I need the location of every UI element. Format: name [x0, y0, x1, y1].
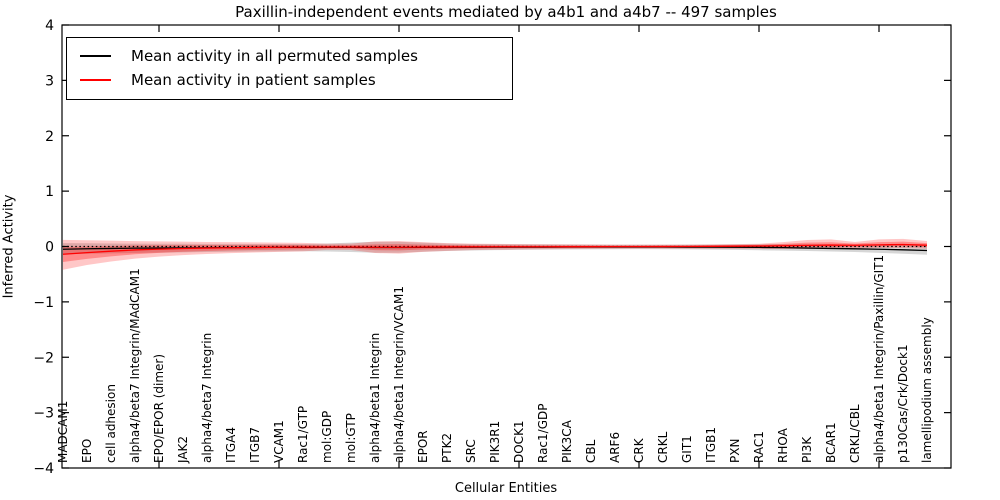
x-category-label: mol:GTP — [344, 413, 358, 463]
x-category-label: alpha4/beta1 Integrin/VCAM1 — [392, 286, 406, 463]
x-category-label: CRK — [632, 437, 646, 463]
legend-label-permuted: Mean activity in all permuted samples — [131, 47, 418, 65]
x-category-label: GIT1 — [680, 435, 694, 463]
patient-line-swatch — [80, 79, 111, 81]
y-tick-label: −3 — [33, 406, 54, 422]
x-category-label: EPO — [80, 439, 94, 463]
y-tick-label: 4 — [45, 18, 54, 34]
x-category-label: alpha4/beta1 Integrin/Paxillin/GIT1 — [872, 255, 886, 463]
x-category-label: CRKL/CBL — [848, 404, 862, 463]
x-category-label: EPO/EPOR (dimer) — [152, 354, 166, 463]
x-category-label: ITGB1 — [704, 427, 718, 463]
legend-entry-permuted: Mean activity in all permuted samples — [67, 44, 512, 68]
y-tick-label: 3 — [45, 73, 54, 89]
x-category-label: BCAR1 — [824, 422, 838, 463]
y-tick-label: −1 — [33, 295, 54, 311]
x-category-label: lamellipodium assembly — [920, 317, 934, 463]
x-category-label: SRC — [464, 439, 478, 463]
x-category-label: ITGB7 — [248, 427, 262, 463]
x-category-label: p130Cas/Crk/Dock1 — [896, 344, 910, 463]
patient-mean-line — [62, 243, 928, 255]
legend-entry-patient: Mean activity in patient samples — [67, 68, 512, 92]
x-category-label: VCAM1 — [272, 420, 286, 463]
x-category-label: alpha4/beta7 Integrin — [200, 333, 214, 463]
x-category-label: CBL — [584, 439, 598, 463]
x-category-label: Rac1/GTP — [296, 406, 310, 463]
y-tick-label: −4 — [33, 461, 54, 477]
x-category-label: Rac1/GDP — [536, 404, 550, 463]
x-category-label: cell adhesion — [104, 384, 118, 463]
y-tick-label: 1 — [45, 184, 54, 200]
x-axis-label: Cellular Entities — [454, 481, 558, 496]
x-category-label: PTK2 — [440, 433, 454, 463]
x-category-label: alpha4/beta7 Integrin/MAdCAM1 — [128, 268, 142, 463]
x-category-label: CRKL — [656, 431, 670, 463]
y-tick-label: 0 — [45, 240, 54, 256]
x-category-label: PIK3R1 — [488, 421, 502, 463]
permuted-band — [63, 241, 927, 255]
x-category-label: EPOR — [416, 430, 430, 463]
x-category-label: RHOA — [776, 427, 790, 463]
x-category-label: ITGA4 — [224, 427, 238, 463]
x-category-label: PXN — [728, 439, 742, 463]
permuted-line-swatch — [80, 55, 111, 57]
y-tick-label: 2 — [45, 129, 54, 145]
x-category-label: DOCK1 — [512, 420, 526, 463]
y-tick-label: −2 — [33, 350, 54, 366]
x-category-label: ARF6 — [608, 432, 622, 463]
x-category-label: PIK3CA — [560, 419, 574, 463]
x-category-label: PI3K — [800, 436, 814, 463]
x-category-label: RAC1 — [752, 431, 766, 463]
legend: Mean activity in all permuted samples Me… — [66, 37, 513, 100]
x-category-label: alpha4/beta1 Integrin — [368, 333, 382, 463]
x-category-label: JAK2 — [176, 436, 190, 464]
chart-title: Paxillin-independent events mediated by … — [235, 3, 777, 21]
x-category-label: mol:GDP — [320, 411, 334, 463]
legend-label-patient: Mean activity in patient samples — [131, 71, 376, 89]
x-category-label: MADCAM1 — [56, 401, 70, 463]
